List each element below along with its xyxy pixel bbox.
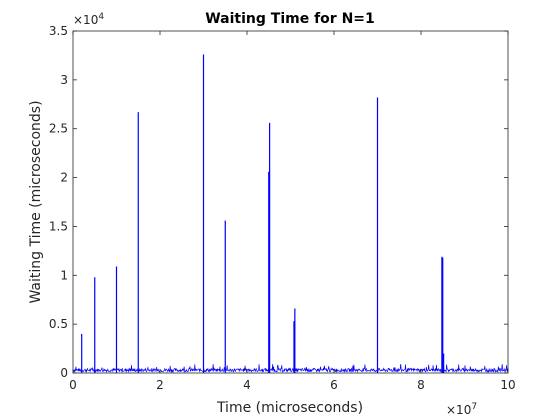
y-tick-label: 0 [60,366,68,380]
x-tick-label: 4 [243,378,251,392]
y-tick-label: 3.5 [49,24,68,38]
x-ticks: 0 2 4 6 8 10 [69,31,516,392]
y-exponent-label: ×104 [73,12,104,27]
x-tick-label: 10 [500,378,515,392]
y-tick-label: 1 [60,268,68,282]
plot-background [73,31,508,373]
x-exponent-label: ×107 [446,402,477,417]
chart-title: Waiting Time for N=1 [205,11,375,27]
x-tick-label: 0 [69,378,77,392]
y-tick-label: 3 [60,73,68,87]
baseline-noise [72,364,509,374]
x-tick-label: 2 [156,378,164,392]
plot-frame [72,30,509,374]
y-tick-label: 2.5 [49,122,68,136]
x-exponent-base: ×10 [446,403,471,417]
baseline-line [72,364,509,374]
x-tick-label: 6 [330,378,338,392]
y-tick-label: 2 [60,171,68,185]
spikes [81,54,445,373]
y-exponent-power: 4 [98,12,104,22]
y-tick-label: 1.5 [49,219,68,233]
y-ticks: 0 0.5 1 1.5 2 2.5 3 3.5 [49,24,508,380]
x-exponent-power: 7 [471,402,477,412]
x-axis-label: Time (microseconds) [216,400,363,416]
x-tick-label: 8 [417,378,425,392]
y-axis-label: Waiting Time (microseconds) [28,100,44,303]
y-tick-label: 0.5 [49,317,68,331]
y-exponent-base: ×10 [73,13,98,27]
